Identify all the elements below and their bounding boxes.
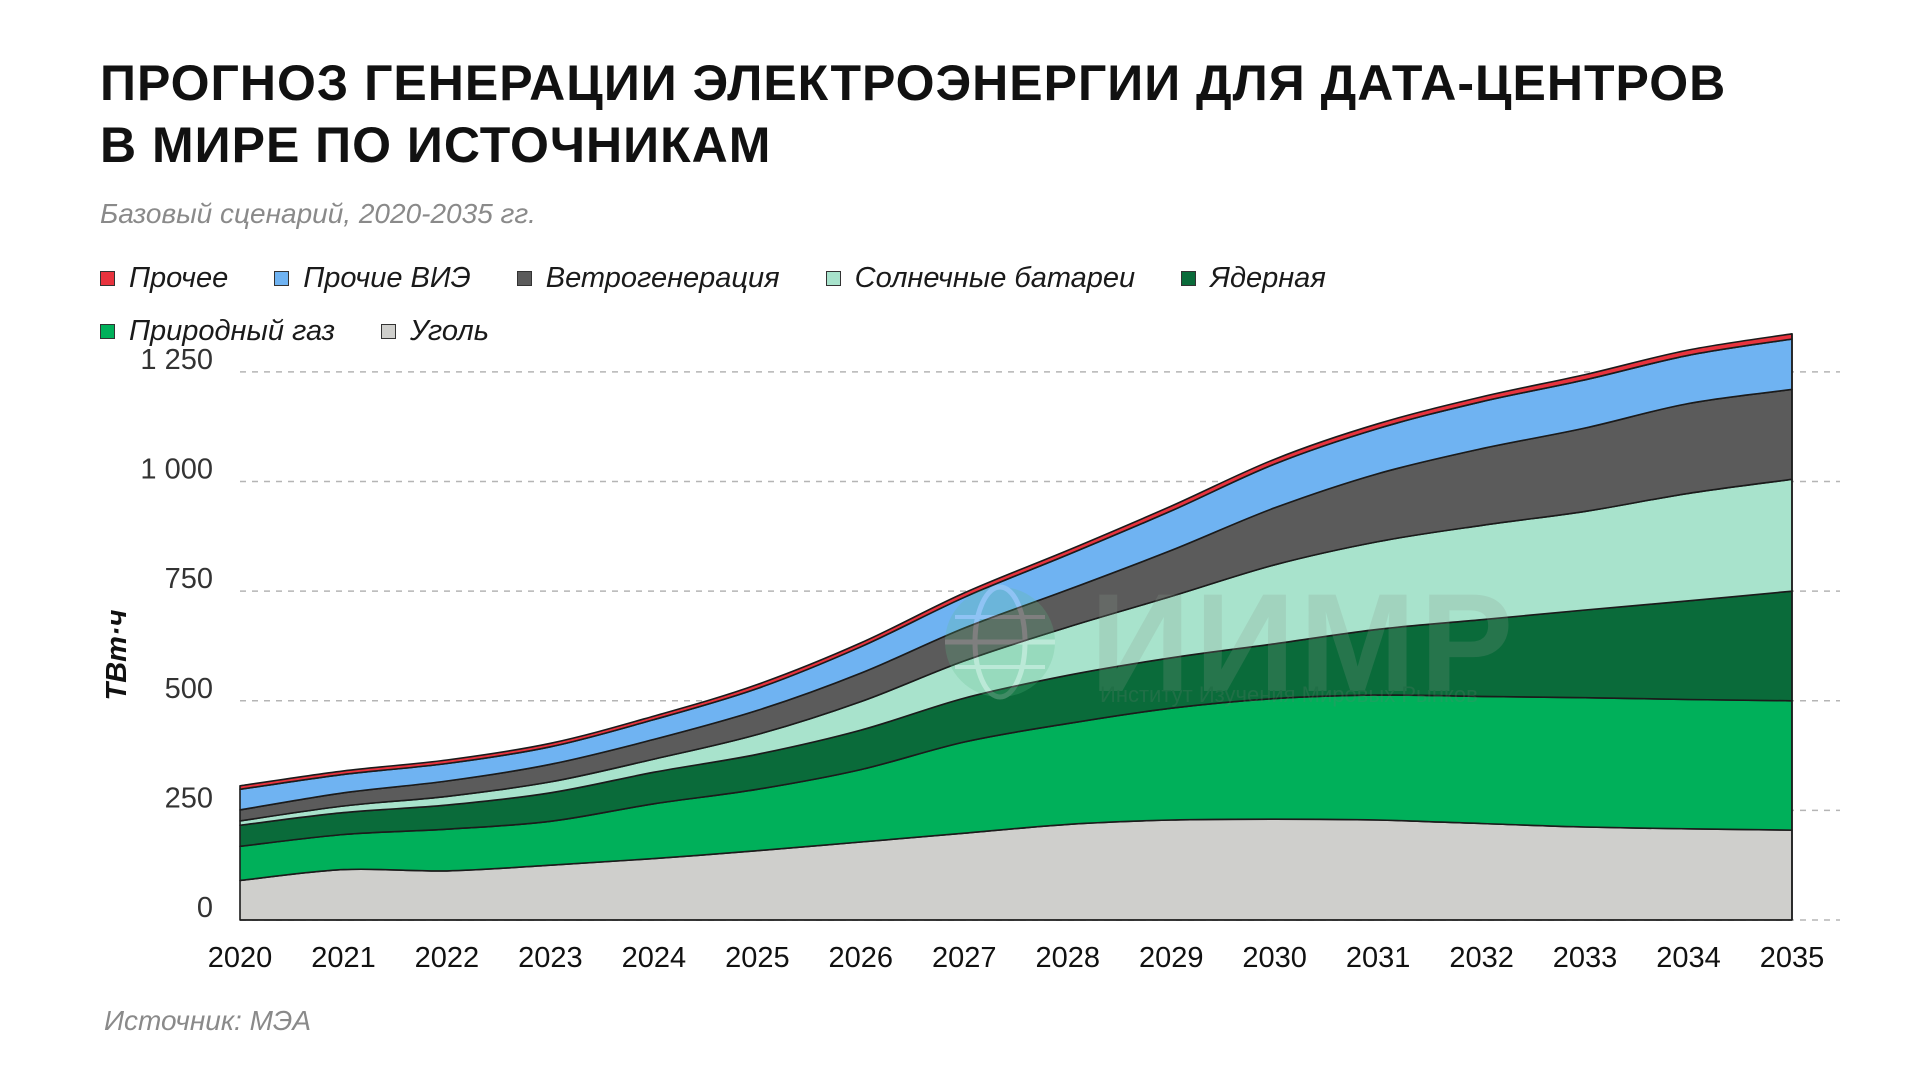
x-tick-label: 2024 bbox=[622, 942, 687, 974]
legend-swatch bbox=[274, 271, 290, 286]
x-tick-label: 2032 bbox=[1449, 942, 1514, 974]
legend-label: Уголь bbox=[410, 315, 489, 347]
legend-label: Ядерная bbox=[1210, 262, 1326, 294]
area-series-group bbox=[239, 333, 1793, 921]
x-tick-label: 2028 bbox=[1035, 942, 1100, 974]
y-axis-label: ТВт·ч bbox=[101, 609, 133, 700]
legend-item: Прочие ВИЭ bbox=[274, 262, 471, 295]
x-tick-label: 2034 bbox=[1656, 942, 1721, 974]
x-tick-label: 2020 bbox=[208, 942, 273, 974]
y-tick-label: 0 bbox=[197, 892, 213, 924]
legend-item: Ядерная bbox=[1181, 262, 1326, 295]
title-line-1: Прогноз генерации электроэнергии для дат… bbox=[100, 55, 1727, 111]
y-tick-label: 250 bbox=[165, 782, 213, 814]
legend-swatch bbox=[100, 324, 115, 339]
x-tick-label: 2031 bbox=[1346, 942, 1411, 974]
legend-swatch bbox=[825, 271, 841, 286]
legend-item: Прочее bbox=[100, 262, 228, 295]
page-title: Прогноз генерации электроэнергии для дат… bbox=[100, 52, 1800, 176]
legend-item: Уголь bbox=[381, 315, 489, 348]
legend-swatch bbox=[1181, 271, 1197, 286]
source-note: Источник: МЭА bbox=[104, 1005, 312, 1036]
legend-label: Прочие ВИЭ bbox=[303, 262, 471, 294]
title-line-2: в мире по источникам bbox=[100, 117, 772, 173]
x-tick-label: 2022 bbox=[415, 942, 480, 974]
legend-swatch bbox=[516, 271, 532, 286]
legend-label: Ветрогенерация bbox=[545, 262, 780, 294]
legend-label: Природный газ bbox=[129, 315, 335, 347]
legend-label: Прочее bbox=[129, 262, 229, 294]
x-tick-label: 2029 bbox=[1139, 942, 1204, 974]
x-tick-label: 2027 bbox=[932, 942, 997, 974]
legend-swatch bbox=[100, 271, 115, 286]
y-tick-label: 1 250 bbox=[140, 344, 213, 376]
legend-item: Ветрогенерация bbox=[516, 262, 780, 295]
y-tick-label: 750 bbox=[165, 563, 213, 595]
y-tick-label: 500 bbox=[165, 673, 213, 705]
x-tick-label: 2021 bbox=[311, 942, 376, 974]
y-tick-label: 1 000 bbox=[140, 454, 213, 486]
x-tick-label: 2030 bbox=[1242, 942, 1307, 974]
x-tick-label: 2035 bbox=[1760, 942, 1825, 974]
legend-item: Солнечные батареи bbox=[825, 262, 1136, 295]
chart-subtitle: Базовый сценарий, 2020-2035 гг. bbox=[100, 198, 536, 229]
x-tick-label: 2025 bbox=[725, 942, 790, 974]
x-tick-label: 2026 bbox=[829, 942, 894, 974]
legend-swatch bbox=[381, 324, 396, 339]
x-tick-label: 2033 bbox=[1553, 942, 1618, 974]
legend-item: Природный газ bbox=[100, 315, 335, 348]
chart-legend: Прочее Прочие ВИЭ Ветрогенерация Солнечные … bbox=[100, 262, 1600, 348]
x-tick-label: 2023 bbox=[518, 942, 583, 974]
legend-label: Солнечные батареи bbox=[854, 262, 1136, 294]
